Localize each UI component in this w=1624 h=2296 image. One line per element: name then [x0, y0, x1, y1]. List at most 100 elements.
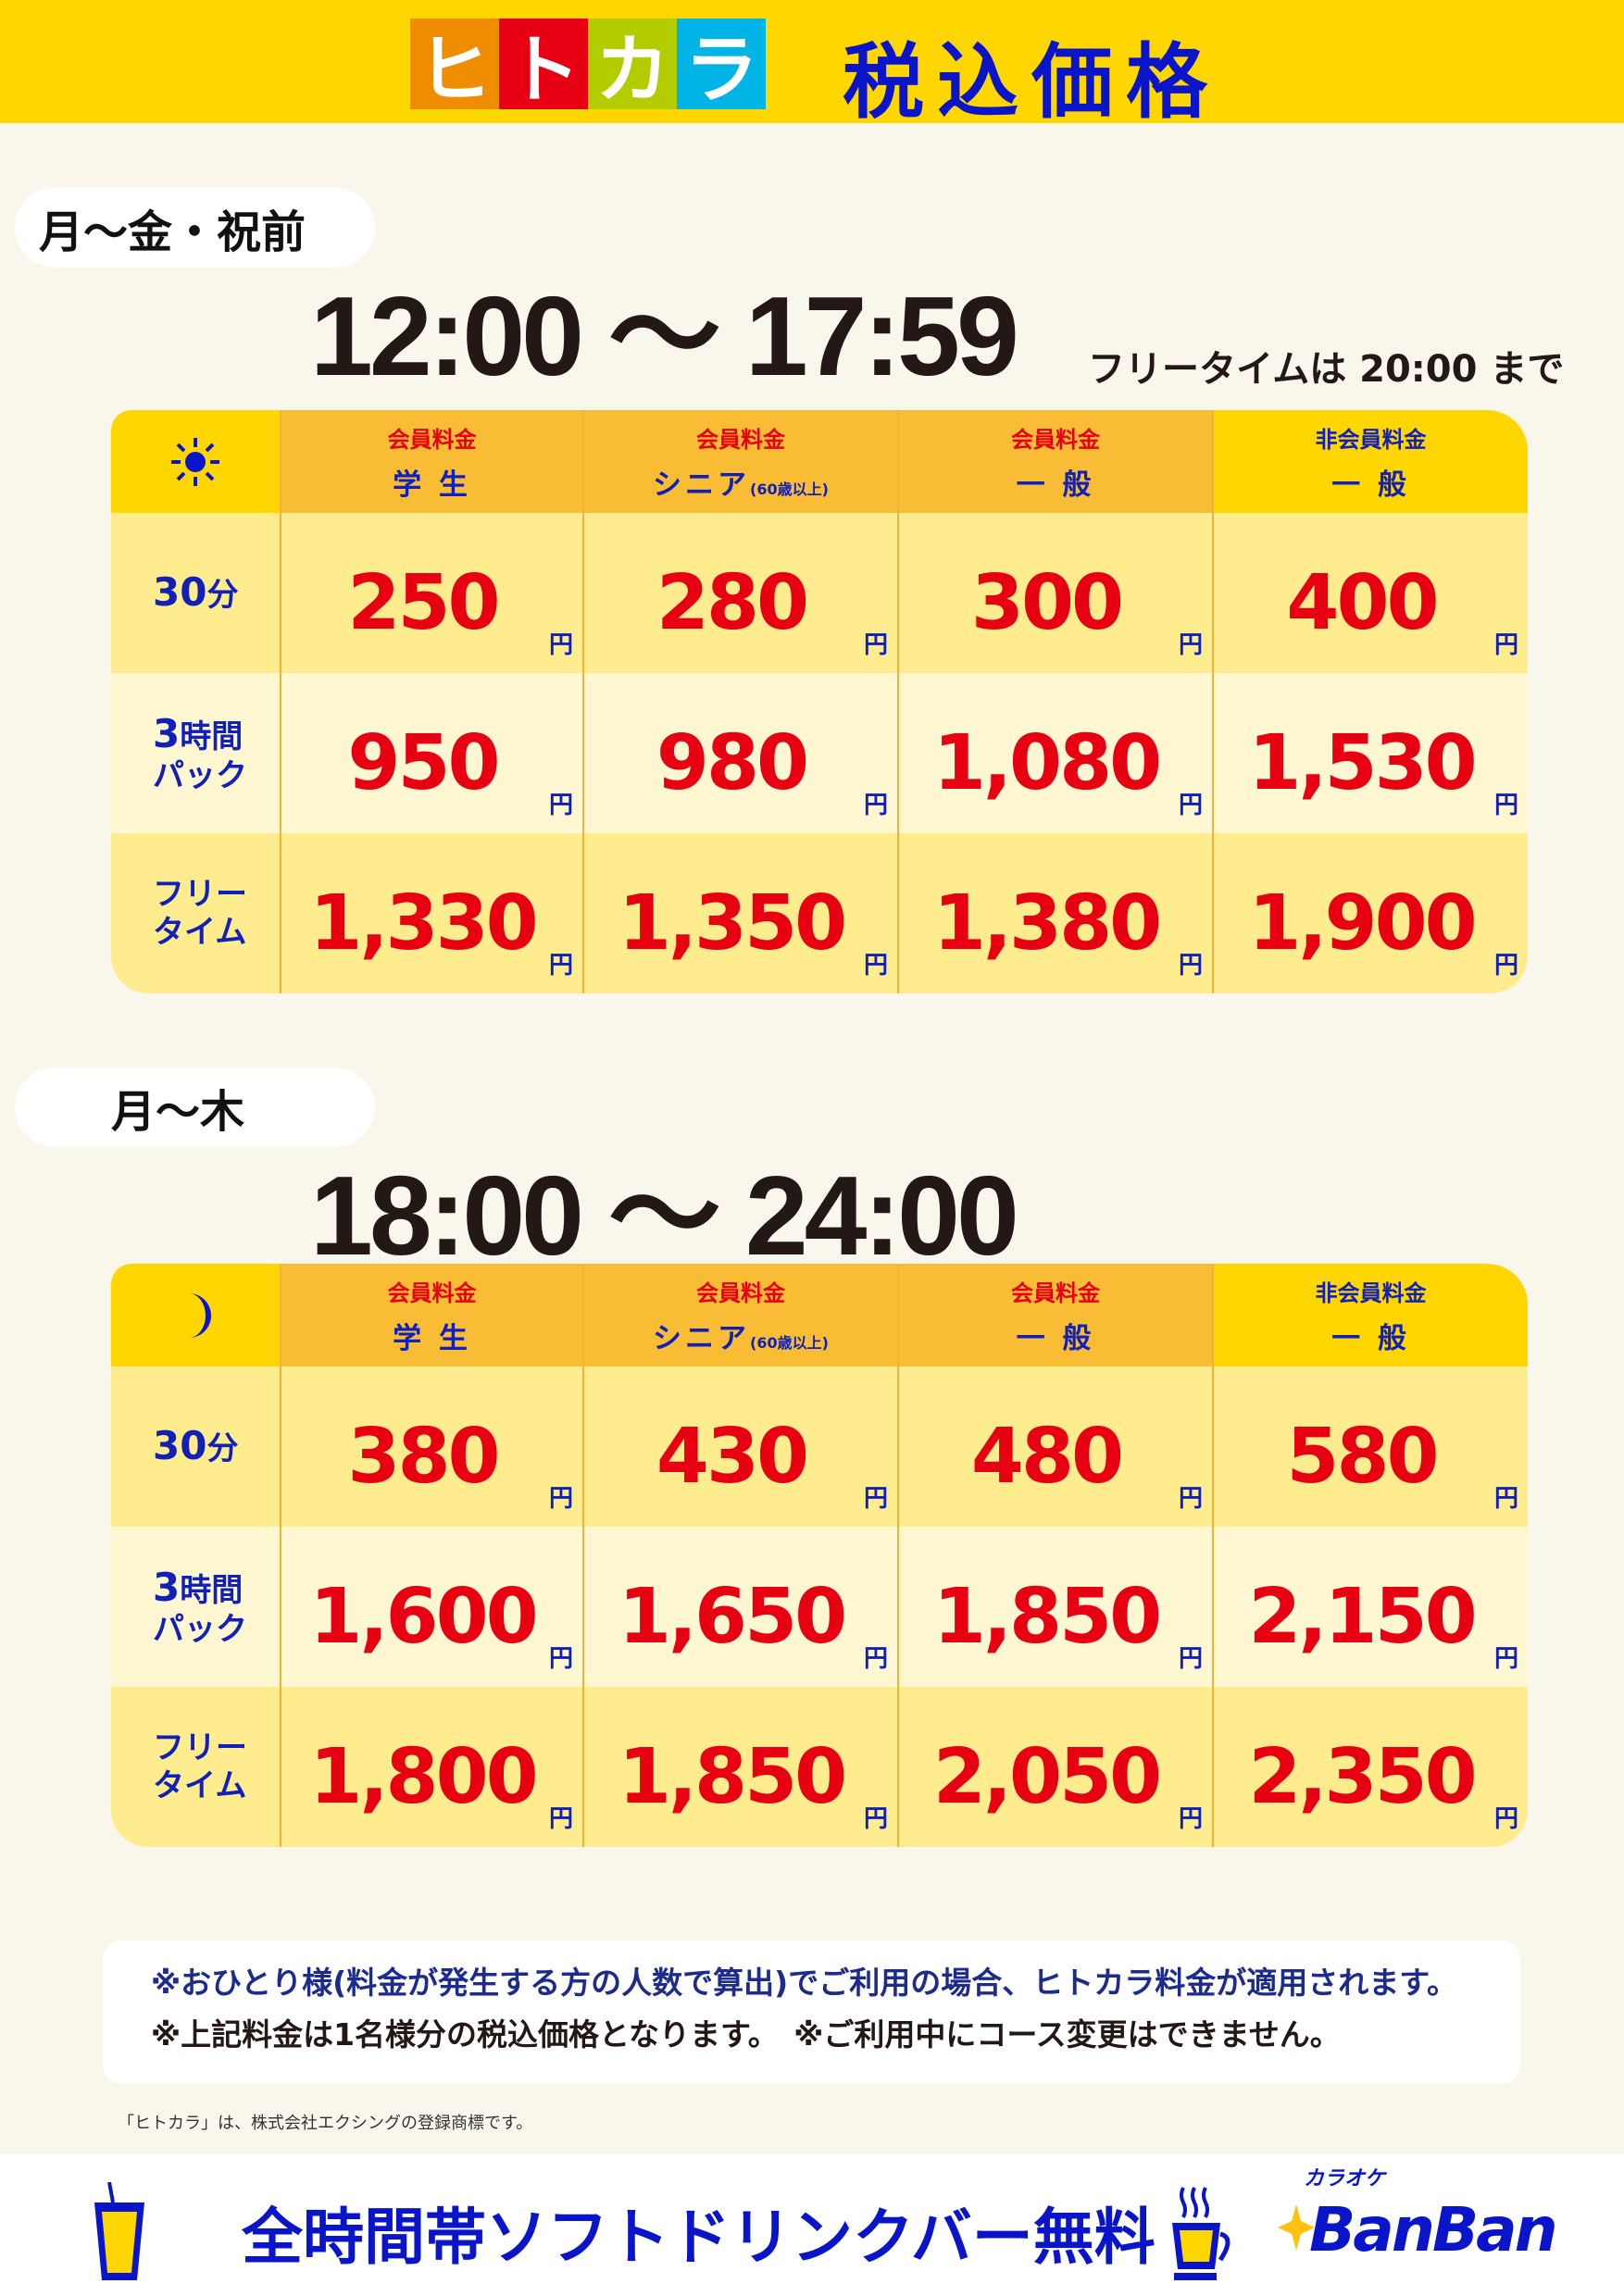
row-label-text: 時間: [180, 718, 244, 755]
price-cell: 580 円: [1214, 1366, 1528, 1527]
row-label-line: 30分: [153, 569, 280, 616]
free-time-note: フリータイムは 20:00 まで: [1088, 348, 1565, 391]
yen-unit: 円: [1493, 1645, 1518, 1673]
column-header: 非会員料金一 般: [1214, 410, 1528, 513]
row-label: 3時間 パック: [111, 1527, 281, 1687]
row-label: 30分: [111, 1366, 281, 1527]
column-type-label: シニア: [653, 1321, 751, 1355]
column-type-label: 一 般: [1331, 1321, 1410, 1355]
yen-unit: 円: [1493, 792, 1518, 819]
row-label-line: 3時間: [153, 711, 280, 757]
price-value: 1,800: [309, 1733, 538, 1821]
free-drink-bar-text: 全時間帯ソフトドリンクバー無料: [242, 2202, 1156, 2273]
column-group: 会員料金: [1011, 1279, 1100, 1306]
column-group: 非会員料金: [1315, 426, 1427, 453]
row-label-number: 30: [153, 1423, 207, 1469]
row-label-number: 3: [153, 1564, 181, 1610]
header: ヒトカラ 税込価格: [0, 0, 1624, 130]
price-value: 280: [656, 559, 809, 647]
hitokara-logo: ヒトカラ: [410, 19, 766, 113]
price-value: 1,080: [932, 719, 1162, 807]
column-type: 一 般: [1331, 1315, 1410, 1356]
price-cell: 1,330 円: [281, 833, 584, 993]
yen-unit: 円: [1178, 792, 1203, 819]
column-type: 一 般: [1017, 461, 1095, 503]
price-value: 1,380: [932, 880, 1162, 967]
column-type-suffix: (60歳以上): [750, 480, 829, 498]
yen-unit: 円: [548, 792, 573, 819]
column-type: シニア(60歳以上): [653, 461, 829, 503]
logo-char: ラ: [677, 19, 766, 113]
trademark-notice: 「ヒトカラ」は、株式会社エクシングの登録商標です。: [118, 2114, 533, 2133]
star-icon: [1278, 2204, 1315, 2251]
notes-box: ※おひとり様(料金が発生する方の人数で算出)でご利用の場合、ヒトカラ料金が適用さ…: [103, 1940, 1520, 2084]
price-value: 1,350: [618, 880, 847, 967]
footer: 全時間帯ソフトドリンクバー無料 カラオケ BanBan: [0, 2154, 1624, 2296]
price-value: 1,650: [618, 1573, 847, 1661]
price-cell: 1,080 円: [899, 673, 1214, 833]
price-value: 380: [347, 1413, 500, 1501]
price-value: 1,330: [309, 880, 538, 967]
day-label-weekday: 月〜金・祝前: [15, 188, 375, 268]
row-label-line: フリー: [153, 1729, 280, 1767]
yen-unit: 円: [863, 1645, 888, 1673]
price-value: 2,350: [1248, 1733, 1477, 1821]
yen-unit: 円: [863, 1485, 888, 1513]
column-header: 会員料金一 般: [899, 1264, 1214, 1366]
row-label-line: パック: [153, 1611, 247, 1649]
column-type: 一 般: [1331, 461, 1410, 503]
column-group: 会員料金: [696, 1279, 785, 1306]
price-value: 430: [656, 1413, 809, 1501]
yen-unit: 円: [1493, 1485, 1518, 1513]
price-value: 400: [1286, 559, 1439, 647]
yen-unit: 円: [548, 1645, 573, 1673]
price-cell: 1,380 円: [899, 833, 1214, 993]
day-label-mon-thu: 月〜木: [15, 1067, 375, 1147]
column-type: シニア(60歳以上): [653, 1315, 829, 1356]
note: ※おひとり様(料金が発生する方の人数で算出)でご利用の場合、ヒトカラ料金が適用さ…: [151, 1965, 1457, 2001]
column-type: 学 生: [393, 1315, 471, 1356]
column-group: 会員料金: [387, 1279, 477, 1306]
yen-unit: 円: [863, 952, 888, 980]
yen-unit: 円: [1493, 952, 1518, 980]
coffee-mug-icon: [1172, 2187, 1230, 2280]
column-type-label: 学 生: [393, 468, 471, 502]
row-label: 3時間 パック: [111, 673, 281, 833]
price-cell: 950 円: [281, 673, 584, 833]
column-header: 会員料金学 生: [281, 1264, 584, 1366]
price-value: 980: [656, 719, 809, 807]
column-group: 会員料金: [1011, 426, 1100, 453]
price-cell: 1,600 円: [281, 1527, 584, 1687]
yen-unit: 円: [1178, 631, 1203, 659]
price-value: 1,850: [618, 1733, 847, 1821]
logo-char: カ: [588, 19, 677, 113]
yen-unit: 円: [1178, 1645, 1203, 1673]
row-label-text: 時間: [180, 1571, 244, 1609]
yen-unit: 円: [1493, 1805, 1518, 1833]
yen-unit: 円: [863, 631, 888, 659]
moon-icon: [111, 1264, 281, 1366]
price-cell: 480 円: [899, 1366, 1214, 1527]
brand-small: カラオケ: [1304, 2167, 1386, 2190]
column-type-label: 一 般: [1016, 1321, 1095, 1355]
price-cell: 400 円: [1214, 513, 1528, 673]
yen-unit: 円: [548, 1805, 573, 1833]
yen-unit: 円: [1178, 1805, 1203, 1833]
column-type-label: 学 生: [393, 1321, 471, 1355]
column-type-label: 一 般: [1331, 468, 1410, 502]
price-cell: 2,150 円: [1214, 1527, 1528, 1687]
yen-unit: 円: [863, 1805, 888, 1833]
price-cell: 1,800 円: [281, 1687, 584, 1847]
price-table-night: 会員料金学 生会員料金 シニア(60歳以上) 会員料金一 般非会員料金一 般 30分 3…: [111, 1264, 1528, 1847]
price-cell: 1,650 円: [584, 1527, 899, 1687]
logo-char: ヒ: [410, 19, 499, 113]
price-value: 580: [1286, 1413, 1439, 1501]
column-header: 会員料金学 生: [281, 410, 584, 513]
price-value: 1,900: [1248, 880, 1477, 967]
yen-unit: 円: [548, 631, 573, 659]
row-label-line: 30分: [153, 1423, 280, 1469]
yen-unit: 円: [548, 952, 573, 980]
row-label-line: フリー: [153, 876, 280, 914]
sun-icon: [111, 410, 281, 513]
time-range: 18:00 〜 24:00: [310, 1153, 1019, 1279]
